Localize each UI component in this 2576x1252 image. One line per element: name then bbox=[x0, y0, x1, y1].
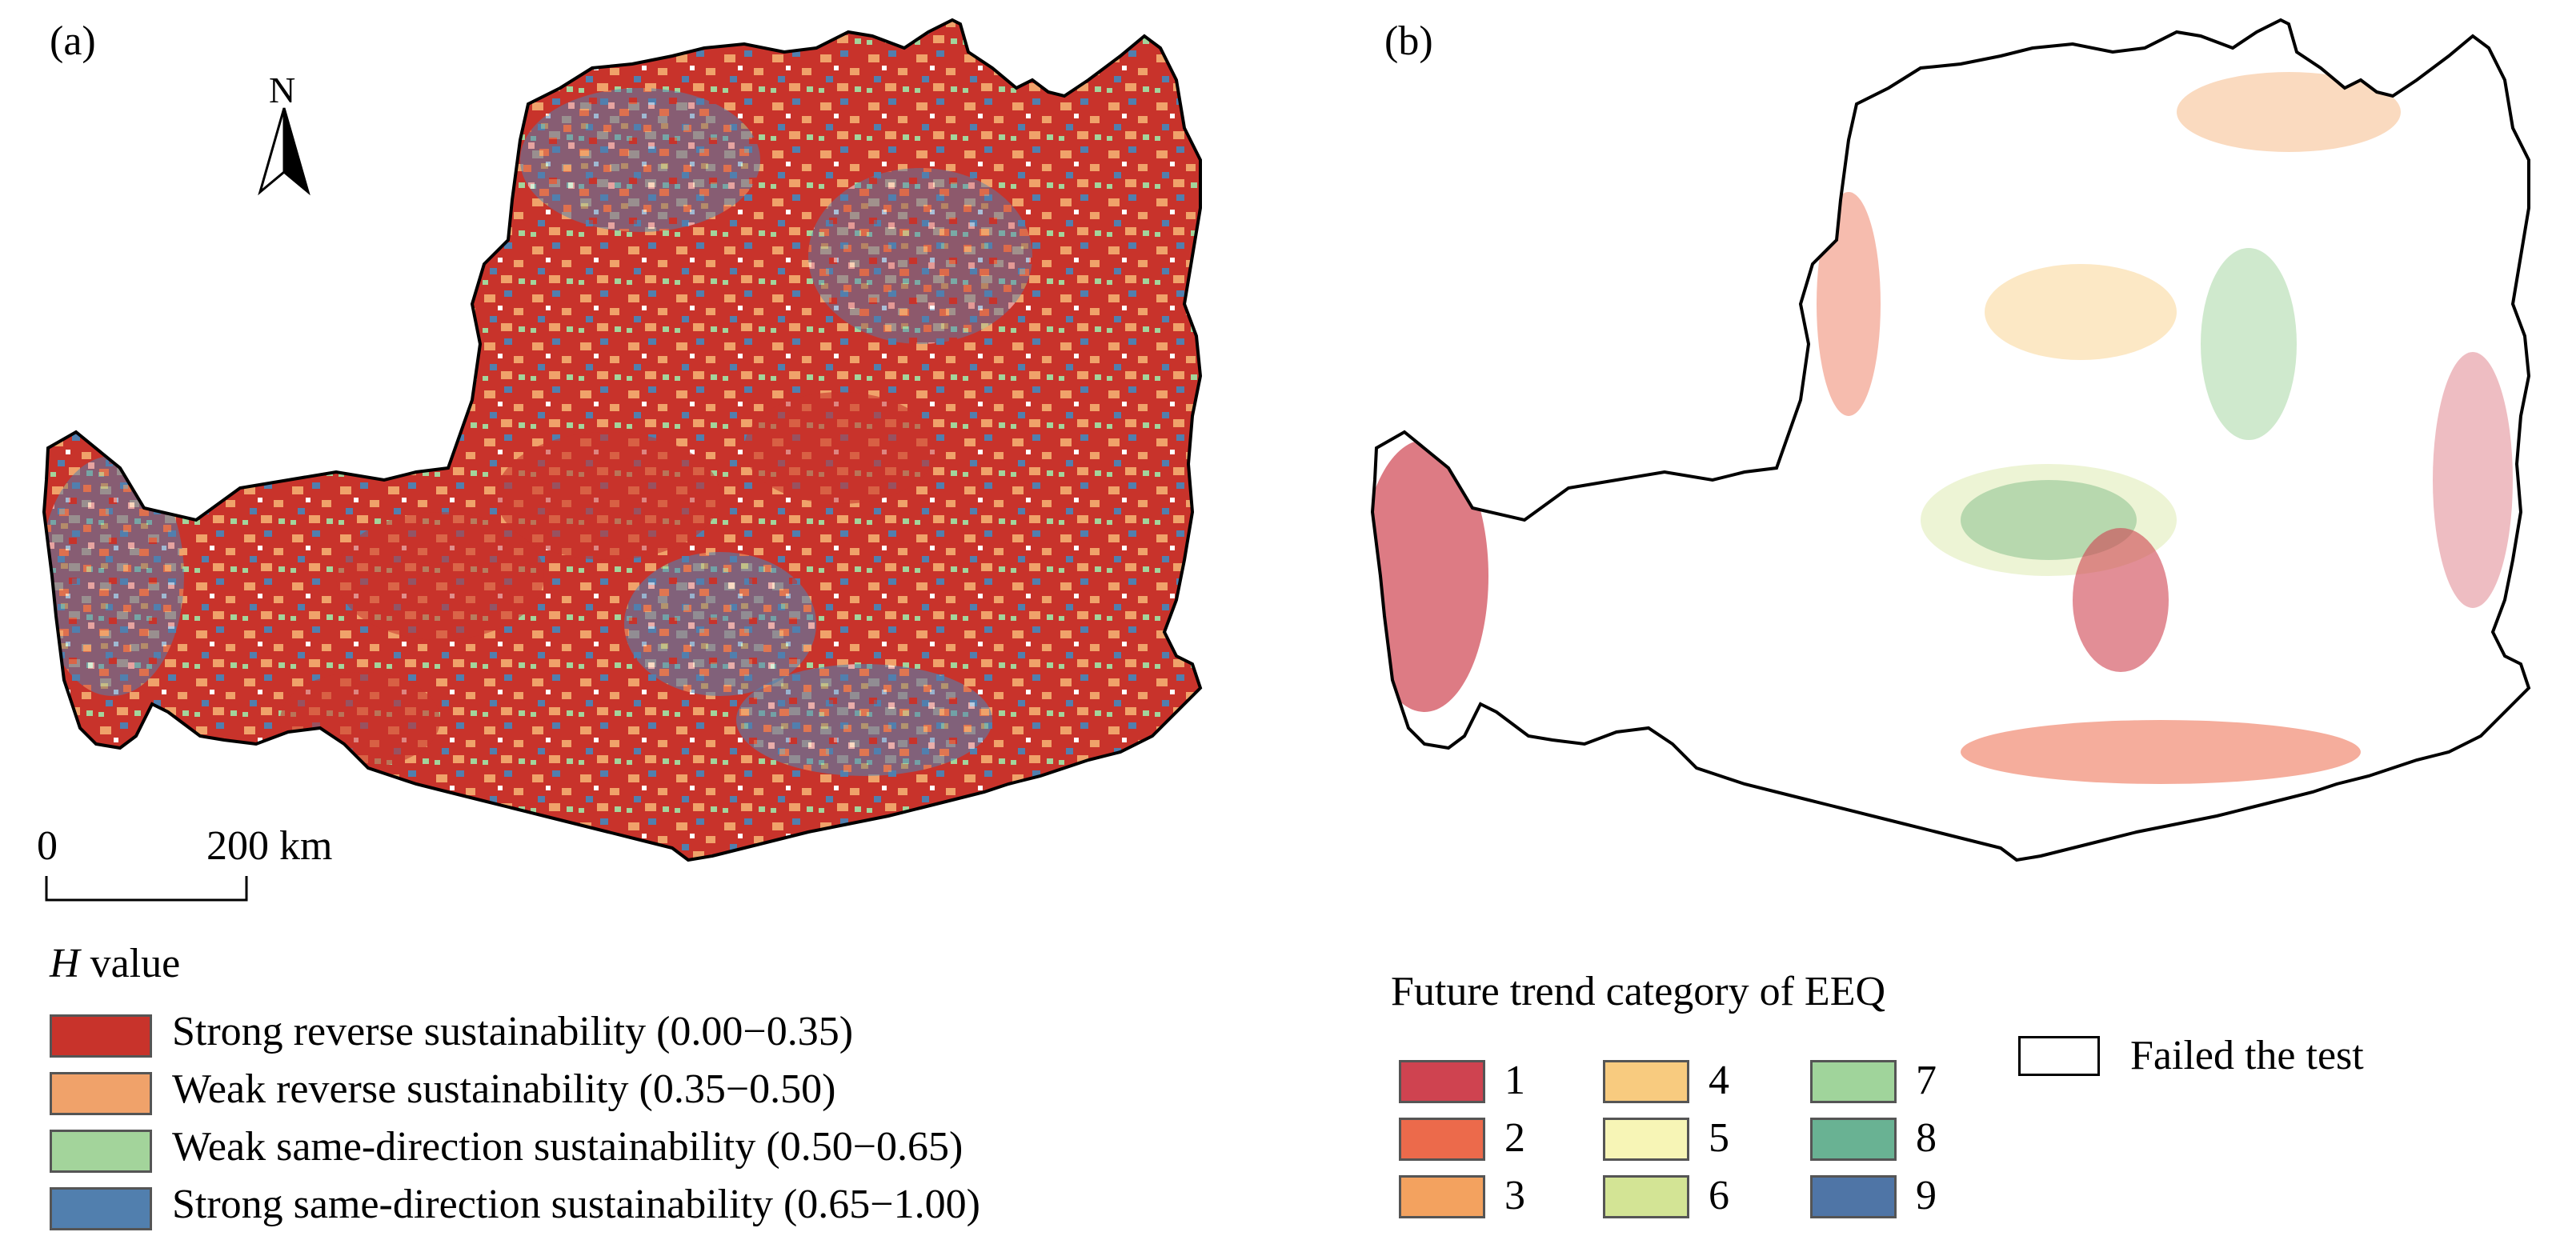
legend-b-swatch bbox=[1810, 1118, 1897, 1161]
legend-a-label: Weak reverse sustainability (0.35−0.50) bbox=[172, 1066, 836, 1112]
legend-a-swatch bbox=[50, 1187, 152, 1230]
legend-a-title-rest: value bbox=[79, 941, 181, 986]
legend-b-swatch bbox=[1399, 1060, 1485, 1103]
legend-b-label: 4 bbox=[1709, 1058, 1729, 1103]
panel-a-label: (a) bbox=[50, 18, 96, 64]
legend-b-label: 9 bbox=[1916, 1173, 1937, 1218]
map-b bbox=[1371, 18, 2530, 862]
legend-b-label: 6 bbox=[1709, 1173, 1729, 1218]
legend-b-label: 8 bbox=[1916, 1115, 1937, 1161]
legend-a-label: Strong same-direction sustainability (0.… bbox=[172, 1182, 980, 1227]
legend-b-swatch bbox=[1399, 1118, 1485, 1161]
legend-a-label: Weak same-direction sustainability (0.50… bbox=[172, 1124, 963, 1170]
legend-b-swatch bbox=[1810, 1175, 1897, 1218]
legend-b-swatch bbox=[1603, 1060, 1689, 1103]
legend-b-swatch bbox=[1603, 1118, 1689, 1161]
panel-b-label: (b) bbox=[1384, 18, 1433, 64]
map-a bbox=[42, 18, 1202, 862]
legend-a-swatch bbox=[50, 1130, 152, 1173]
legend-b-failed-swatch bbox=[2018, 1036, 2100, 1076]
scale-bar bbox=[45, 876, 248, 902]
legend-b-swatch bbox=[1399, 1175, 1485, 1218]
legend-b-swatch bbox=[1810, 1060, 1897, 1103]
legend-a-title-italic: H bbox=[50, 941, 80, 986]
north-arrow-icon bbox=[258, 107, 310, 196]
legend-b-label: 3 bbox=[1504, 1173, 1525, 1218]
legend-a-title: H value bbox=[50, 940, 180, 987]
legend-a-label: Strong reverse sustainability (0.00−0.35… bbox=[172, 1009, 854, 1054]
legend-b-failed-label: Failed the test bbox=[2130, 1033, 2364, 1078]
legend-a-swatch bbox=[50, 1014, 152, 1058]
scale-bar-start: 0 bbox=[37, 823, 58, 869]
legend-b-label: 2 bbox=[1504, 1115, 1525, 1161]
legend-b-label: 7 bbox=[1916, 1058, 1937, 1103]
scale-bar-end: 200 km bbox=[206, 823, 333, 869]
legend-b-title: Future trend category of EEQ bbox=[1391, 969, 1886, 1014]
north-label: N bbox=[269, 70, 296, 110]
legend-b-label: 1 bbox=[1504, 1058, 1525, 1103]
legend-b-label: 5 bbox=[1709, 1115, 1729, 1161]
legend-b-swatch bbox=[1603, 1175, 1689, 1218]
legend-a-swatch bbox=[50, 1072, 152, 1115]
